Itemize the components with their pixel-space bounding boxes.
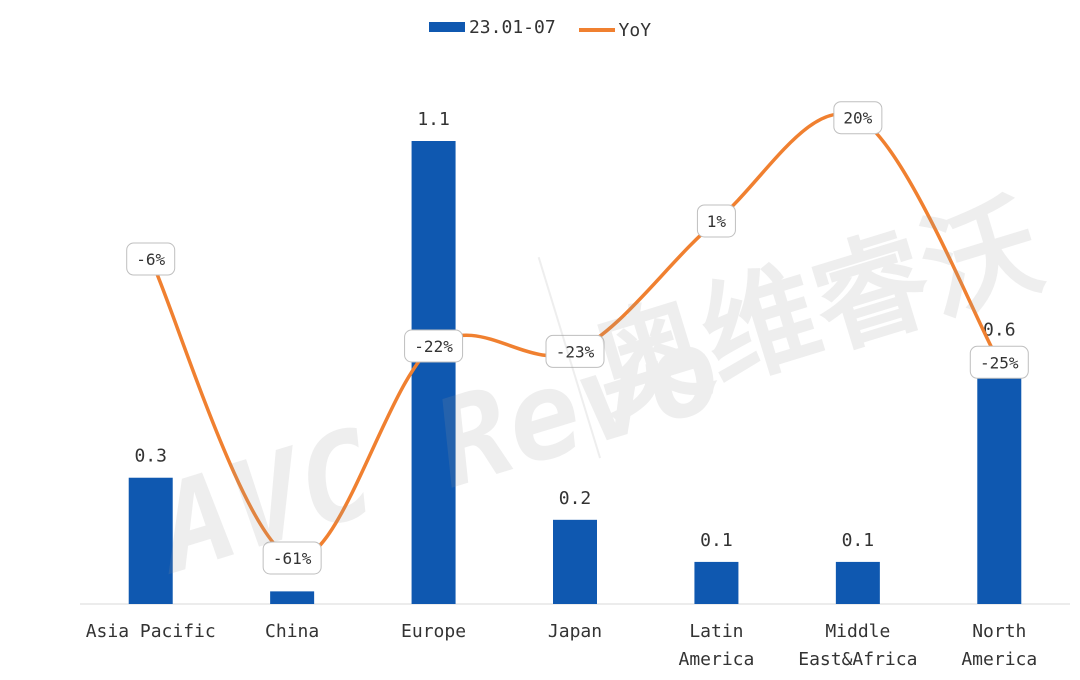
yoy-label: 1%: [707, 212, 727, 231]
yoy-label: -61%: [273, 549, 312, 568]
yoy-label-box: [262, 541, 322, 575]
category-label: America: [678, 649, 754, 670]
bar-value-label: 0.1: [700, 530, 733, 551]
bar-value-label: 0.6: [983, 319, 1016, 340]
category-label: China: [265, 621, 319, 642]
bar: [270, 591, 315, 604]
category-label: America: [961, 649, 1037, 670]
category-label: Europe: [401, 621, 466, 642]
bar: [977, 351, 1022, 604]
category-label: Asia Pacific: [86, 621, 216, 642]
bar: [553, 519, 597, 604]
legend-label-bars: 23.01-07: [468, 16, 556, 38]
legend: 23.01-07 YoY: [0, 16, 1080, 41]
bar: [694, 561, 739, 604]
bar: [128, 477, 173, 604]
legend-line-swatch: [578, 28, 615, 32]
yoy-label-box: [126, 242, 176, 276]
category-label: North: [972, 621, 1026, 642]
yoy-label-box: [833, 101, 883, 135]
yoy-label-box: [696, 204, 736, 238]
category-label: Latin: [689, 621, 743, 642]
category-label: East&Africa: [798, 649, 917, 670]
bar-value-label: 0.2: [559, 488, 592, 509]
yoy-label: -25%: [980, 353, 1019, 372]
legend-item-bars: 23.01-07: [428, 16, 556, 38]
yoy-label: 20%: [843, 109, 872, 128]
yoy-label-box: [545, 334, 605, 368]
bar: [835, 561, 880, 604]
yoy-label-box: [404, 329, 464, 363]
yoy-label: -22%: [414, 337, 453, 356]
category-label: Japan: [548, 621, 602, 642]
bar-value-label: 1.1: [417, 109, 450, 130]
yoy-label-box: [969, 345, 1029, 379]
legend-item-line: YoY: [578, 19, 652, 41]
yoy-label: -23%: [556, 342, 595, 361]
category-label: Middle: [825, 621, 890, 642]
yoy-label: -6%: [136, 250, 165, 269]
legend-label-line: YoY: [618, 19, 652, 41]
legend-bar-swatch: [428, 22, 465, 32]
bar-value-label: 0.3: [134, 446, 167, 467]
bar: [411, 141, 456, 604]
bar-value-label: 0.1: [842, 530, 875, 551]
